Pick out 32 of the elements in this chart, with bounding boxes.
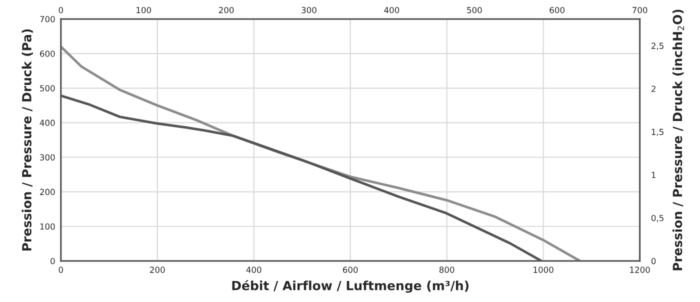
x2-tick-label: 100 [136,6,151,14]
x2-tick-label: 400 [384,6,400,14]
y-tick-label: 200 [40,188,55,196]
x-tick-label: 600 [342,266,358,273]
y-tick-label: 400 [40,120,55,126]
y2-axis-title: Pression / Pressure / Druck (inchH$_{2}$O) [672,10,684,270]
y2-tick-label: 0 [651,258,656,264]
x2-tick-label: 600 [550,6,564,14]
y-axis-title: Pression / Pressure / Druck (Pa) [22,29,33,251]
x-tick-label: 1200 [630,266,650,273]
x-tick-label: 0 [58,266,63,273]
y-tick-label: 100 [40,223,55,230]
y-tick-label: 0 [50,258,55,264]
x2-tick-label: 700 [632,6,648,14]
x2-tick-label: 0 [58,6,63,14]
y2-tick-label: 2,5 [652,42,664,50]
y2-tick-label: 1,5 [652,128,664,136]
y2-tick-label: 2 [652,86,656,92]
y2-tick-label: 0,5 [651,214,664,222]
x2-tick-label: 300 [302,6,316,14]
y2-tick-label: 1 [652,172,656,178]
x-tick-label: 1000 [534,266,554,273]
x-tick-label: 800 [439,266,454,273]
y-tick-label: 600 [40,50,55,57]
y-tick-label: 300 [40,154,55,161]
x-tick-label: 400 [246,266,262,273]
x2-tick-label: 200 [218,6,234,14]
y-tick-label: 500 [40,85,55,92]
x-tick-label: 200 [150,266,165,273]
y-tick-label: 700 [40,16,55,22]
x2-tick-label: 500 [467,6,482,14]
x-axis-title: Débit / Airflow / Luftmenge (m³/h) [232,280,468,293]
